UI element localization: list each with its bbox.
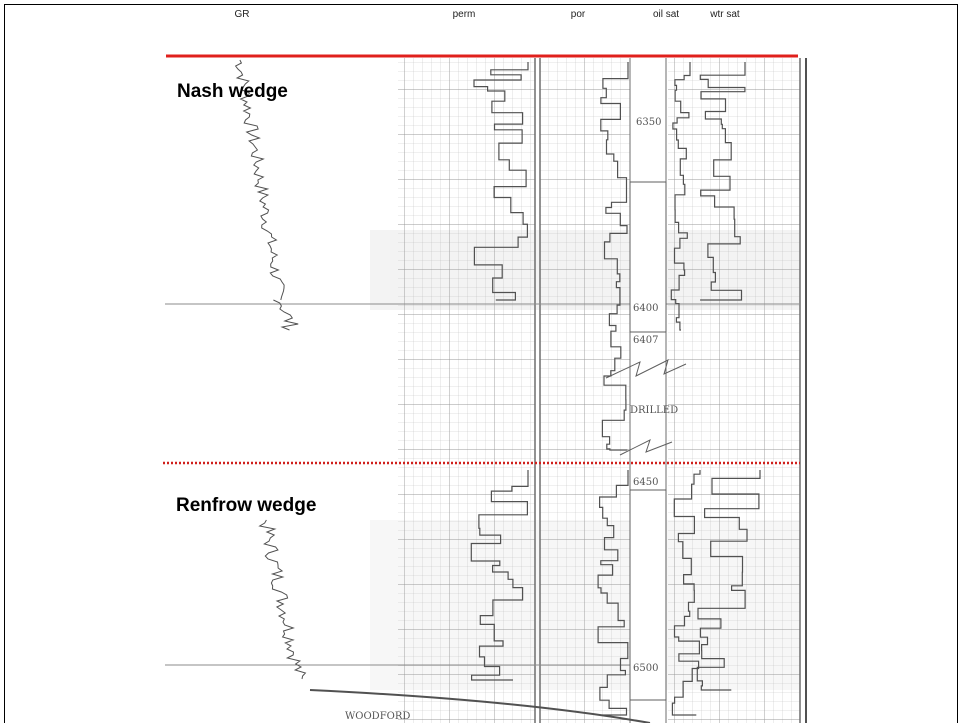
- column-header: perm: [453, 9, 476, 20]
- column-header: oil sat: [653, 9, 679, 20]
- depth-label: 6350: [636, 117, 661, 128]
- log-note: DRILLED: [630, 405, 678, 416]
- column-header: por: [571, 9, 586, 20]
- slide: GR perm por oil sat wtr sat 6350 6400 64…: [0, 0, 963, 723]
- section-title: Renfrow wedge: [176, 495, 316, 516]
- column-header: GR: [235, 9, 250, 20]
- depth-label: 6450: [633, 477, 658, 488]
- depth-label: 6407: [633, 335, 658, 346]
- section-title: Nash wedge: [177, 81, 288, 102]
- gr-curve: [260, 520, 306, 679]
- depth-label: 6400: [633, 303, 658, 314]
- depth-label: 6500: [633, 663, 658, 674]
- dark-band: [370, 230, 800, 310]
- log-scan: [165, 58, 806, 723]
- column-header: wtr sat: [709, 9, 740, 20]
- log-note: WOODFORD: [345, 711, 410, 722]
